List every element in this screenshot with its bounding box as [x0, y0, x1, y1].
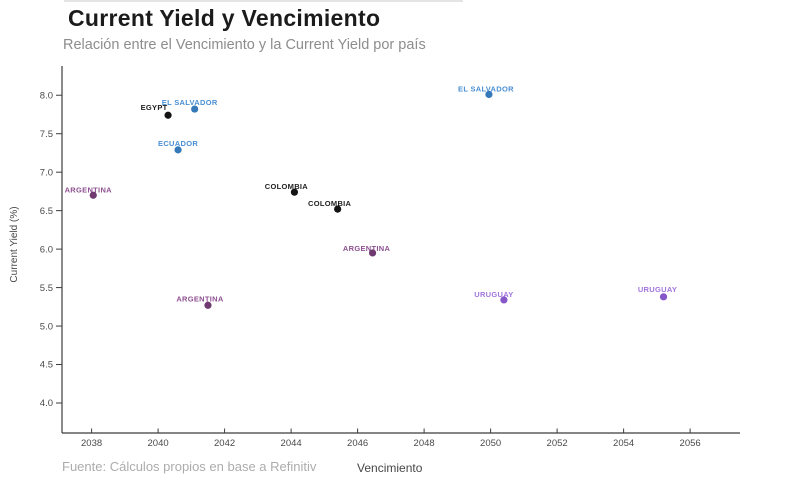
x-tick-label: 2048 [414, 438, 435, 449]
data-point-label: URUGUAY [474, 290, 513, 299]
x-tick-label: 2042 [214, 438, 235, 449]
x-tick-label: 2040 [148, 438, 169, 449]
x-tick-label: 2038 [81, 438, 102, 449]
source-note: Fuente: Cálculos propios en base a Refin… [62, 459, 317, 474]
data-point-uruguay [659, 293, 668, 301]
x-tick-label: 2054 [613, 438, 634, 449]
x-tick-label: 2046 [347, 438, 368, 449]
data-point-label: ARGENTINA [343, 244, 391, 253]
data-point-label: EGYPT [141, 103, 168, 112]
y-tick-label: 4.5 [40, 360, 53, 371]
y-tick-label: 7.0 [40, 167, 53, 178]
x-tick-label: 2044 [281, 438, 302, 449]
y-tick-label: 8.0 [40, 90, 53, 101]
y-axis-title: Current Yield (%) [9, 206, 20, 282]
data-point-argentina [89, 191, 97, 199]
data-point-label: ARGENTINA [65, 185, 113, 194]
data-point-el-salvador [485, 90, 493, 99]
x-axis-title: Vencimiento [357, 461, 423, 475]
x-tick-label: 2052 [547, 438, 568, 449]
data-point-label: COLOMBIA [265, 182, 309, 191]
y-tick-label: 6.0 [40, 244, 53, 255]
data-point-uruguay [500, 296, 508, 304]
data-point-argentina [204, 301, 212, 309]
data-point-egypt [164, 111, 172, 119]
data-point-colombia [334, 205, 342, 213]
data-point-label: ECUADOR [158, 139, 198, 148]
top-divider [64, 0, 463, 2]
y-tick-label: 5.5 [40, 283, 53, 294]
data-point-el-salvador [191, 105, 199, 113]
data-point-colombia [290, 188, 299, 196]
chart-title: Current Yield y Vencimiento [68, 5, 381, 31]
chart-subtitle: Relación entre el Vencimiento y la Curre… [63, 37, 426, 53]
data-point-argentina [368, 249, 377, 257]
data-point-label: COLOMBIA [308, 199, 352, 208]
x-tick-label: 2050 [480, 438, 501, 449]
data-point-label: URUGUAY [638, 285, 677, 294]
data-point-label: EL SALVADOR [458, 84, 514, 93]
y-tick-label: 5.0 [40, 321, 53, 332]
data-point-label: EL SALVADOR [162, 98, 218, 107]
data-point-ecuador [174, 146, 182, 154]
y-tick-label: 7.5 [40, 129, 53, 140]
y-tick-label: 6.5 [40, 206, 53, 217]
data-point-label: ARGENTINA [176, 294, 224, 303]
x-tick-label: 2056 [680, 438, 701, 449]
y-tick-label: 4.0 [40, 398, 53, 409]
